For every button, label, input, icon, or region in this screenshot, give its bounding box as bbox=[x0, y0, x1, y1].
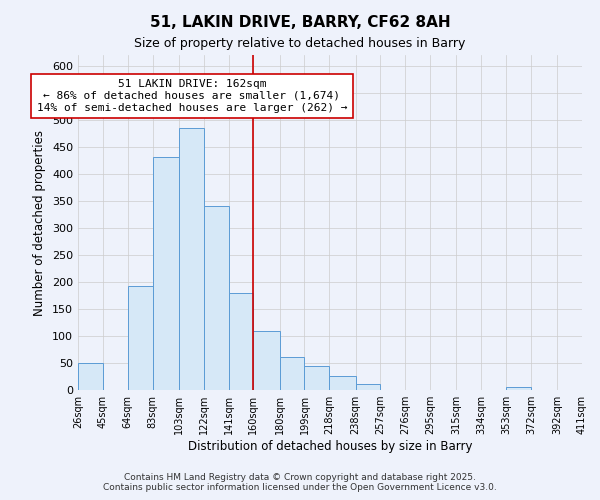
Text: 51, LAKIN DRIVE, BARRY, CF62 8AH: 51, LAKIN DRIVE, BARRY, CF62 8AH bbox=[149, 15, 451, 30]
Bar bbox=[152, 156, 179, 390]
Bar bbox=[329, 376, 356, 390]
Text: Size of property relative to detached houses in Barry: Size of property relative to detached ho… bbox=[134, 38, 466, 51]
Bar bbox=[78, 363, 103, 390]
Bar bbox=[229, 292, 253, 390]
Bar bbox=[356, 384, 380, 390]
Text: 51 LAKIN DRIVE: 162sqm
← 86% of detached houses are smaller (1,674)
14% of semi-: 51 LAKIN DRIVE: 162sqm ← 86% of detached… bbox=[37, 80, 347, 112]
Bar bbox=[280, 356, 304, 390]
Bar bbox=[304, 366, 329, 390]
Text: Contains HM Land Registry data © Crown copyright and database right 2025.
Contai: Contains HM Land Registry data © Crown c… bbox=[103, 473, 497, 492]
Bar bbox=[179, 128, 203, 390]
Y-axis label: Number of detached properties: Number of detached properties bbox=[34, 130, 46, 316]
Bar bbox=[128, 286, 152, 390]
Bar bbox=[253, 330, 280, 390]
Bar bbox=[203, 206, 229, 390]
Bar bbox=[506, 388, 531, 390]
X-axis label: Distribution of detached houses by size in Barry: Distribution of detached houses by size … bbox=[188, 440, 472, 453]
